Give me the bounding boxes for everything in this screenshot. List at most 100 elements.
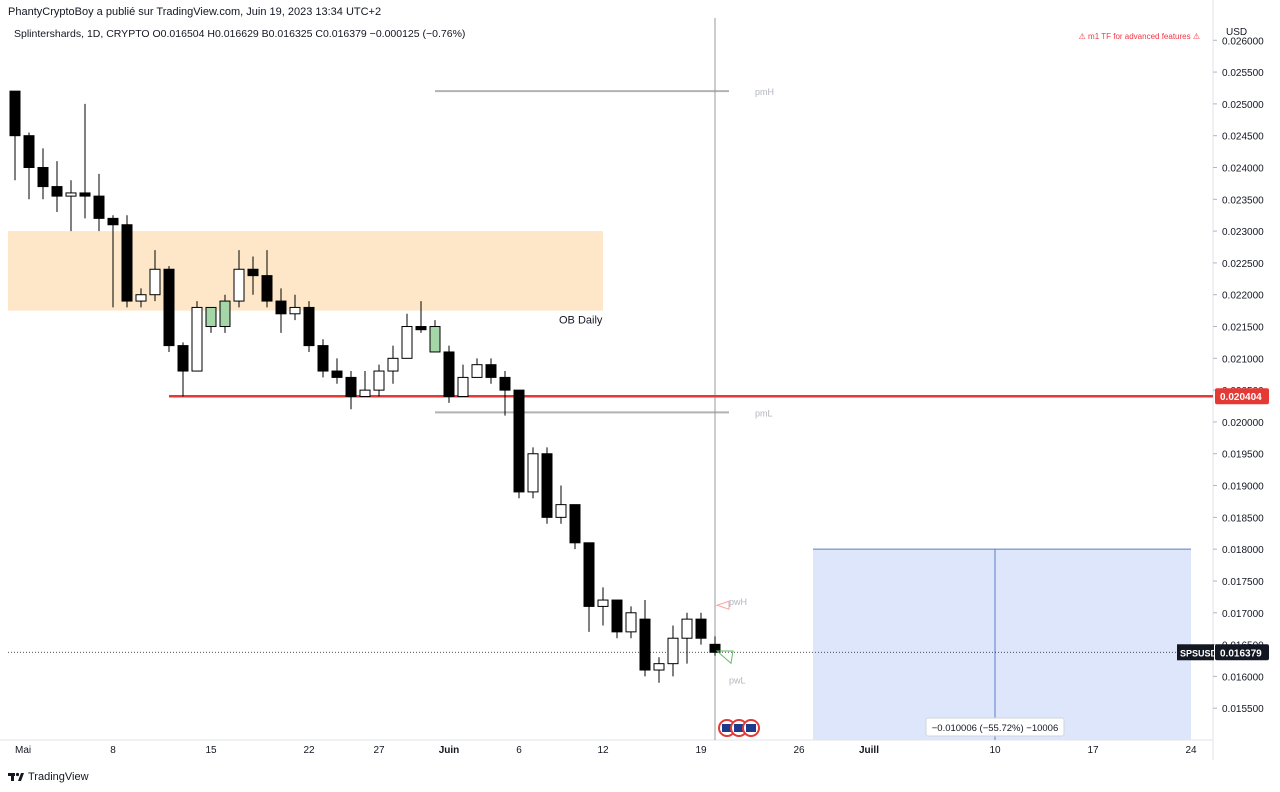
x-tick-label: 6 xyxy=(516,745,522,756)
candle-body[interactable] xyxy=(667,637,679,665)
y-tick-label: 0.026000 xyxy=(1222,36,1264,47)
pm-low-label: pmL xyxy=(755,408,773,418)
y-tick-label: 0.019000 xyxy=(1222,482,1264,493)
candle-body[interactable] xyxy=(359,389,371,397)
y-tick-label: 0.016000 xyxy=(1222,672,1264,683)
tradingview-logo-icon xyxy=(8,772,24,781)
target-label-box xyxy=(925,717,1065,737)
ob-daily-zone[interactable] xyxy=(8,231,603,311)
x-tick-label: 24 xyxy=(1185,745,1197,756)
y-tick-label: 0.018500 xyxy=(1222,513,1264,524)
candle-body[interactable] xyxy=(219,300,231,328)
candle-body[interactable] xyxy=(177,345,189,372)
footer-brand: TradingView xyxy=(28,771,89,783)
advanced-features-warning[interactable]: ⚠ m1 TF for advanced features ⚠ xyxy=(1078,32,1200,41)
candle-body[interactable] xyxy=(471,364,483,378)
candle-body[interactable] xyxy=(653,663,665,671)
us-flag-stripes xyxy=(734,724,744,732)
candle-body[interactable] xyxy=(443,351,455,397)
candle-body[interactable] xyxy=(93,195,105,219)
y-tick-label: 0.020000 xyxy=(1222,418,1264,429)
candle-body[interactable] xyxy=(65,192,77,197)
pw-high-marker-icon xyxy=(715,600,730,610)
candle-body[interactable] xyxy=(289,306,301,315)
y-tick-label: 0.019500 xyxy=(1222,450,1264,461)
candle-body[interactable] xyxy=(709,643,721,653)
support-price-label: 0.020404 xyxy=(1220,392,1262,403)
candle-body[interactable] xyxy=(79,192,91,197)
candle-body[interactable] xyxy=(513,389,525,493)
y-tick-label: 0.024000 xyxy=(1222,163,1264,174)
candle-body[interactable] xyxy=(695,618,707,639)
pw-high-label: pwH xyxy=(729,597,747,607)
y-tick-label: 0.021500 xyxy=(1222,323,1264,334)
x-tick-label: Mai xyxy=(15,745,31,756)
y-tick-label: 0.018000 xyxy=(1222,545,1264,556)
candle-body[interactable] xyxy=(401,326,413,359)
y-tick-label: 0.022000 xyxy=(1222,291,1264,302)
y-tick-label: 0.024500 xyxy=(1222,132,1264,143)
candle-body[interactable] xyxy=(499,376,511,391)
candle-body[interactable] xyxy=(275,300,287,315)
candle-body[interactable] xyxy=(247,268,259,277)
candle-body[interactable] xyxy=(261,275,273,302)
x-tick-label: 27 xyxy=(373,745,385,756)
candle-body[interactable] xyxy=(373,370,385,391)
candle-body[interactable] xyxy=(569,504,581,544)
x-tick-label: 22 xyxy=(303,745,315,756)
y-tick-label: 0.023500 xyxy=(1222,195,1264,206)
candle-body[interactable] xyxy=(149,268,161,296)
candle-body[interactable] xyxy=(23,135,35,168)
ob-daily-label: OB Daily xyxy=(559,315,603,327)
candle-body[interactable] xyxy=(51,186,63,197)
candle-body[interactable] xyxy=(681,618,693,639)
candle-body[interactable] xyxy=(639,618,651,671)
tradingview-footer[interactable]: TradingView xyxy=(8,771,89,783)
us-flag-stripes xyxy=(722,724,732,732)
candle-body[interactable] xyxy=(107,217,119,226)
candle-body[interactable] xyxy=(597,599,609,607)
x-tick-label: Juin xyxy=(439,745,460,756)
candle-body[interactable] xyxy=(303,306,315,347)
current-price-tag xyxy=(1215,644,1269,661)
target-measure-label: −0.010006 (−55.72%) −10006 xyxy=(932,723,1059,734)
x-tick-label: 10 xyxy=(989,745,1001,756)
candle-body[interactable] xyxy=(121,224,133,302)
candle-body[interactable] xyxy=(233,268,245,302)
candle-body[interactable] xyxy=(345,376,357,397)
publisher-text: PhantyCryptoBoy a publié sur TradingView… xyxy=(8,6,382,18)
candle-body[interactable] xyxy=(457,376,469,397)
y-tick-label: 0.017000 xyxy=(1222,609,1264,620)
us-flag-stripes xyxy=(746,724,756,732)
candle-body[interactable] xyxy=(9,90,21,137)
candle-body[interactable] xyxy=(541,453,553,518)
x-tick-label: 19 xyxy=(695,745,707,756)
x-tick-label: 15 xyxy=(205,745,217,756)
candle-body[interactable] xyxy=(135,294,147,302)
candle-body[interactable] xyxy=(331,370,343,378)
candle-body[interactable] xyxy=(415,326,427,331)
pw-low-marker-icon xyxy=(715,650,734,665)
candle-body[interactable] xyxy=(205,306,217,328)
candle-body[interactable] xyxy=(191,306,203,372)
pm-high-label: pmH xyxy=(755,87,774,97)
candle-body[interactable] xyxy=(485,364,497,378)
candle-body[interactable] xyxy=(555,504,567,518)
candle-body[interactable] xyxy=(387,357,399,372)
candle-body[interactable] xyxy=(317,345,329,372)
currency-label: USD xyxy=(1226,27,1248,38)
candle-body[interactable] xyxy=(583,542,595,607)
candle-body[interactable] xyxy=(625,612,637,633)
current-price-label: 0.016379 xyxy=(1220,648,1262,659)
candle-body[interactable] xyxy=(429,326,441,353)
target-measure-box[interactable] xyxy=(813,549,1191,740)
candle-body[interactable] xyxy=(611,599,623,633)
y-tick-label: 0.025000 xyxy=(1222,100,1264,111)
candle-body[interactable] xyxy=(163,268,175,347)
x-tick-label: 8 xyxy=(110,745,116,756)
pw-low-label: pwL xyxy=(729,676,746,686)
candle-body[interactable] xyxy=(37,166,49,188)
candle-body[interactable] xyxy=(527,453,539,493)
